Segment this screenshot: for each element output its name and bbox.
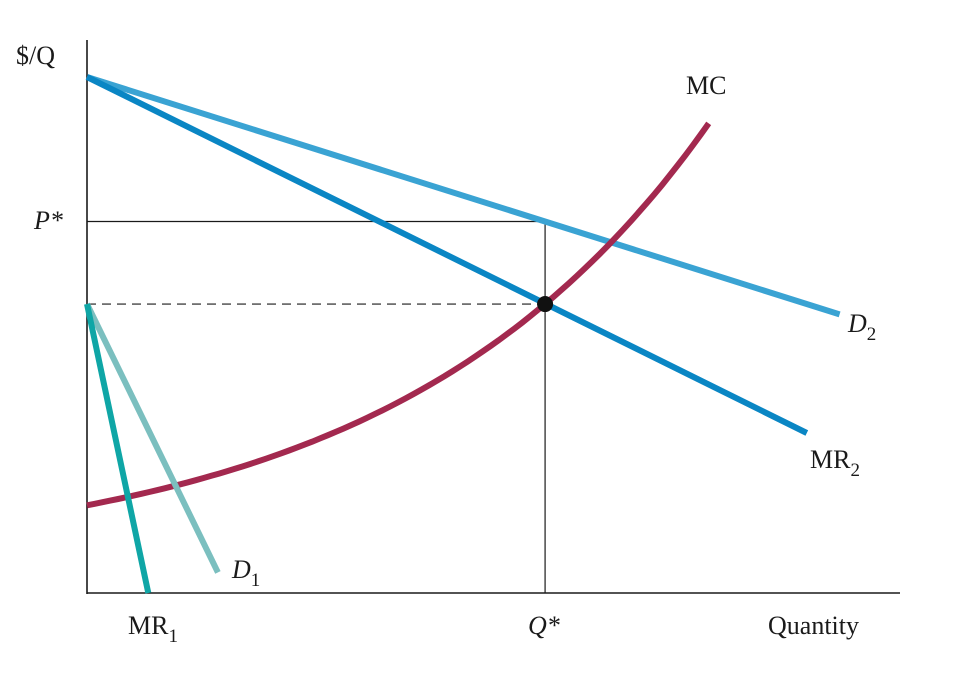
series-line-mr2 <box>85 74 809 436</box>
series-label-d2: D2 <box>847 309 876 345</box>
p-star-tick-label: P* <box>33 206 63 235</box>
x-axis-label: Quantity <box>768 611 859 640</box>
series-label-d1: D1 <box>231 555 260 591</box>
series-line-d1 <box>84 302 221 574</box>
series-label-mr2: MR2 <box>810 445 860 481</box>
series-label-mc: MC <box>686 71 726 100</box>
series-layer <box>84 74 841 594</box>
series-labels: D2 MR2 MC D1 MR1 <box>128 71 876 647</box>
series-line-mr1 <box>84 303 152 594</box>
series-line-mc <box>86 121 712 509</box>
equilibrium-point <box>537 296 554 313</box>
q-star-tick-label: Q* <box>528 611 560 640</box>
series-label-mr1: MR1 <box>128 611 178 647</box>
y-axis-label: $/Q <box>16 41 55 70</box>
series-line-d2 <box>86 74 841 318</box>
